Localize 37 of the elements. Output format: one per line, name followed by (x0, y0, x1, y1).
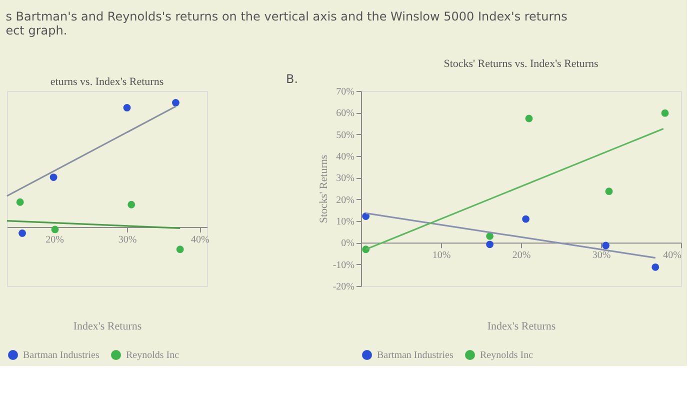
x-tick-label: 40% (191, 234, 210, 246)
chart-title: eturns vs. Index's Returns (50, 76, 164, 88)
y-tick-label: 10% (336, 216, 354, 228)
legend-label: Bartman Industries (23, 350, 100, 361)
legend-label: Reynolds Inc (126, 350, 180, 361)
x-tick-label: 30% (118, 234, 137, 246)
point (50, 174, 58, 181)
y-axis-title: Stocks' Returns (318, 154, 330, 224)
y-tick-label: -20% (332, 282, 354, 292)
x-tick-label: 40% (663, 250, 682, 262)
x-axis-title: Index's Returns (73, 320, 142, 332)
point (172, 99, 180, 106)
x-tick-label: 30% (592, 250, 611, 262)
point (176, 246, 184, 254)
point (18, 229, 26, 237)
point (51, 226, 59, 234)
y-tick-label: -10% (332, 260, 354, 271)
point (128, 200, 136, 208)
x-tick-label: 20% (512, 250, 531, 262)
y-tick-label: 30% (336, 173, 354, 184)
y-tick-label: 40% (336, 152, 354, 162)
x-axis-title: Index's Returns (487, 320, 556, 332)
legend-label: Reynolds Inc (480, 350, 534, 361)
point (16, 198, 24, 206)
y-tick-label: 60% (336, 108, 354, 120)
legend-label: Bartman Industries (377, 350, 454, 361)
x-tick-label: 20% (46, 234, 64, 246)
chart-title: Stocks' Returns vs. Index's Returns (444, 58, 598, 70)
y-tick-label: 0% (341, 238, 354, 250)
text: s Bartman's and Reynolds's returns on the vertical axis and the Winslow 5000 Index's returns (6, 10, 568, 24)
x-tick-label: 10% (432, 250, 451, 262)
text: ect graph. (6, 24, 68, 38)
point (123, 104, 131, 112)
y-tick-label: 70% (336, 86, 354, 98)
y-tick-label: 20% (336, 194, 354, 206)
text: B. (286, 72, 298, 86)
y-tick-label: 50% (336, 130, 354, 141)
